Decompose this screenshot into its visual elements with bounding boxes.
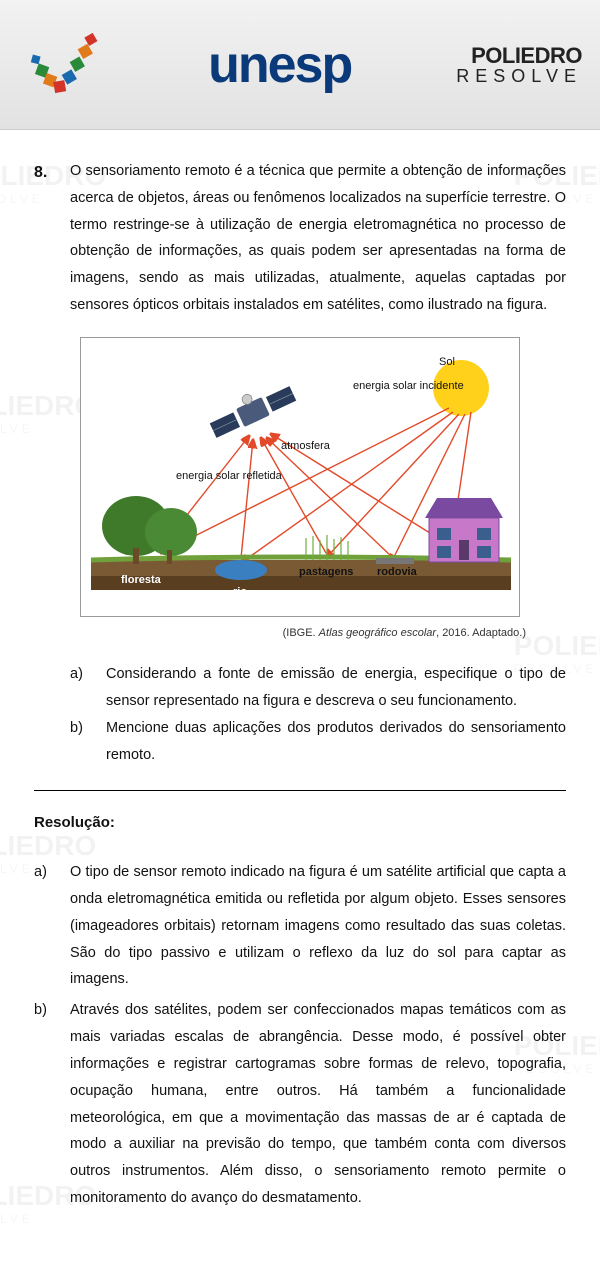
question-block: 8. O sensoriamento remoto é a técnica qu… bbox=[34, 158, 566, 319]
subq-b-label: b) bbox=[70, 715, 92, 769]
brand-secondary-line2: RESOLVE bbox=[456, 67, 582, 85]
figure-caption: (IBGE. Atlas geográfico escolar, 2016. A… bbox=[34, 623, 526, 643]
subq-a-label: a) bbox=[70, 661, 92, 715]
answer-a: a) O tipo de sensor remoto indicado na f… bbox=[34, 859, 566, 993]
subq-a-text: Considerando a fonte de emissão de energ… bbox=[106, 661, 566, 715]
label-energia-refletida: energia solar refletida bbox=[176, 470, 282, 483]
question-number: 8. bbox=[34, 158, 56, 319]
check-logo-icon bbox=[18, 25, 103, 105]
answer-a-label: a) bbox=[34, 859, 56, 993]
label-rio: rio bbox=[233, 586, 247, 599]
brand-secondary: POLIEDRO RESOLVE bbox=[456, 45, 582, 85]
label-floresta: floresta bbox=[121, 574, 161, 587]
question-text: O sensoriamento remoto é a técnica que p… bbox=[70, 158, 566, 319]
label-energia-incidente: energia solar incidente bbox=[353, 380, 464, 393]
answer-b-text: Através dos satélites, podem ser confecc… bbox=[70, 997, 566, 1212]
subq-b-text: Mencione duas aplicações dos produtos de… bbox=[106, 715, 566, 769]
diagram-figure: Sol energia solar incidente atmosfera en… bbox=[80, 337, 520, 617]
page-header: unesp POLIEDRO RESOLVE bbox=[0, 0, 600, 130]
subquestion-b: b) Mencione duas aplicações dos produtos… bbox=[70, 715, 566, 769]
answer-b-label: b) bbox=[34, 997, 56, 1212]
label-atmosfera: atmosfera bbox=[281, 440, 330, 453]
brand-secondary-line1: POLIEDRO bbox=[456, 45, 582, 67]
label-pastagens: pastagens bbox=[299, 566, 353, 579]
label-rodovia: rodovia bbox=[377, 566, 417, 579]
label-sol: Sol bbox=[439, 356, 455, 369]
answer-a-text: O tipo de sensor remoto indicado na figu… bbox=[70, 859, 566, 993]
divider bbox=[34, 790, 566, 791]
resolution-title: Resolução: bbox=[34, 809, 566, 837]
brand-main: unesp bbox=[123, 35, 436, 95]
answer-b: b) Através dos satélites, podem ser conf… bbox=[34, 997, 566, 1212]
subquestion-a: a) Considerando a fonte de emissão de en… bbox=[70, 661, 566, 715]
page-content: 8. O sensoriamento remoto é a técnica qu… bbox=[0, 130, 600, 1256]
